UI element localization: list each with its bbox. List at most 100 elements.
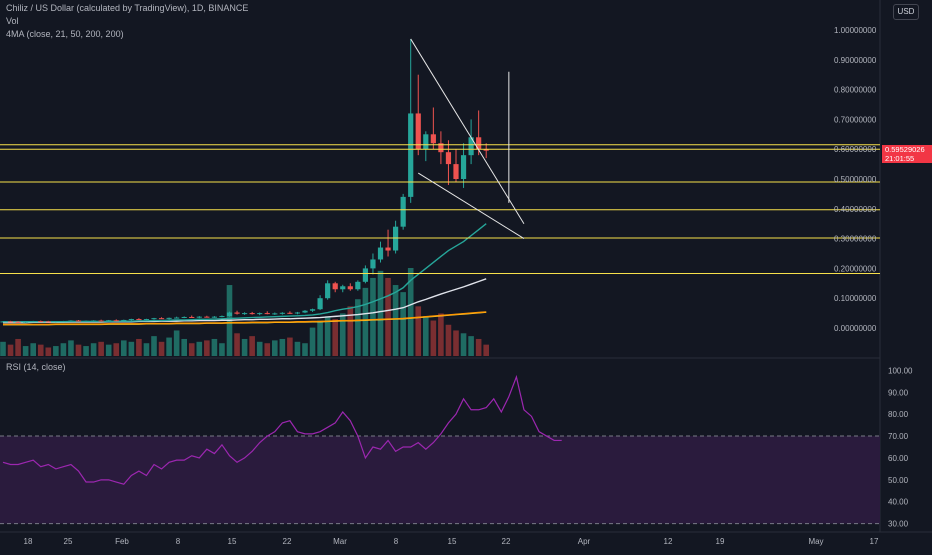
candle-body: [38, 321, 44, 323]
volume-bar: [7, 344, 14, 356]
candle-body: [453, 164, 459, 179]
volume-bar: [181, 338, 187, 356]
price-tick-label: 0.80000000: [834, 86, 877, 95]
rsi-tick-label: 90.00: [888, 388, 909, 397]
volume-bar: [30, 343, 36, 356]
trendline: [417, 172, 525, 240]
volume-bar: [0, 341, 6, 356]
candle-body: [189, 316, 195, 318]
candle-body: [15, 321, 21, 323]
candle-body: [143, 319, 150, 321]
candle-body: [166, 317, 172, 319]
last-price-tag: 0.59529026 21:01:55: [882, 145, 932, 163]
time-tick-label: Apr: [578, 537, 591, 546]
price-tick-label: 0.20000000: [834, 264, 877, 273]
candle-body: [68, 320, 74, 322]
volume-bar: [392, 285, 399, 356]
candle-body: [75, 320, 82, 322]
candle-body: [287, 312, 293, 314]
candle-body: [113, 320, 119, 322]
candle-body: [196, 316, 202, 318]
candle-body: [242, 313, 248, 315]
candle-body: [45, 321, 51, 323]
volume-bar: [128, 341, 135, 356]
price-tick-label: 0.40000000: [834, 205, 877, 214]
candle-body: [98, 320, 104, 322]
volume-bar: [53, 346, 59, 356]
bar-countdown: 21:01:55: [885, 154, 915, 163]
ma200-line-1: [3, 311, 487, 326]
volume-bar: [68, 340, 74, 356]
candle-body: [174, 317, 180, 319]
time-tick-label: 8: [176, 537, 181, 546]
time-tick-label: 15: [448, 537, 457, 546]
candle-body: [279, 312, 285, 314]
candle-body: [355, 281, 361, 290]
price-tick-label: 0.00000000: [834, 324, 877, 333]
candle-body: [257, 313, 263, 315]
volume-bar: [241, 338, 248, 356]
candle-body: [370, 259, 376, 269]
time-tick-label: 19: [716, 537, 725, 546]
candle-body: [219, 316, 225, 318]
candle-body: [60, 321, 66, 323]
candle-body: [309, 309, 316, 311]
volume-bar: [37, 344, 44, 356]
candle-body: [128, 319, 134, 321]
rsi-tick-label: 30.00: [888, 520, 909, 529]
volume-bar: [256, 341, 263, 356]
rsi-label: RSI (14, close): [6, 362, 66, 372]
price-tick-label: 0.10000000: [834, 294, 877, 303]
volume-bar: [60, 343, 67, 356]
candle-body: [7, 321, 14, 323]
volume-bar: [143, 343, 150, 356]
price-tick-label: 0.60000000: [834, 145, 877, 154]
volume-bar: [264, 343, 271, 356]
volume-bar: [453, 330, 459, 356]
candle-body: [340, 286, 346, 290]
volume-bar: [302, 343, 308, 356]
candle-body: [415, 113, 421, 150]
candle-body: [430, 134, 436, 144]
time-tick-label: 18: [24, 537, 33, 546]
volume-bar: [377, 270, 384, 356]
volume-bar: [332, 319, 338, 356]
moving-averages: [3, 223, 487, 326]
rsi-tick-label: 60.00: [888, 454, 909, 463]
price-tick-label: 0.70000000: [834, 115, 877, 124]
candle-body: [332, 283, 338, 290]
trendlines[interactable]: [410, 38, 525, 240]
candle-body: [0, 321, 6, 323]
candle-body: [106, 320, 112, 322]
volume-bar: [445, 324, 452, 356]
last-price: 0.59529026: [885, 145, 925, 154]
candle-body: [483, 149, 489, 151]
rsi-tick-label: 70.00: [888, 432, 909, 441]
candle-body: [438, 143, 444, 153]
volume-bar: [75, 344, 82, 356]
candle-body: [211, 316, 217, 318]
time-tick-label: Feb: [115, 537, 129, 546]
volume-bar: [347, 306, 354, 356]
time-tick-label: 25: [64, 537, 73, 546]
volume-bar: [355, 299, 361, 356]
volume-bar: [22, 346, 29, 356]
axes: 1.00000000 0.90000000 0.80000000 0.70000000…: [24, 26, 913, 546]
rsi-tick-label: 100.00: [888, 366, 913, 375]
price-tick-label: 0.30000000: [834, 235, 877, 244]
volume-bar: [309, 327, 316, 356]
volume-bar: [385, 277, 391, 356]
volume-bar: [438, 313, 444, 356]
candle-body: [158, 318, 165, 320]
volume-bar: [415, 306, 422, 356]
horizontal-levels[interactable]: [0, 144, 880, 274]
volume-bar: [317, 320, 323, 356]
candle-body: [362, 268, 368, 282]
candle-body: [83, 320, 89, 322]
candle-body: [347, 286, 353, 290]
volume-bar: [98, 341, 104, 356]
candle-body: [264, 313, 270, 315]
currency-button[interactable]: USD: [893, 4, 919, 20]
